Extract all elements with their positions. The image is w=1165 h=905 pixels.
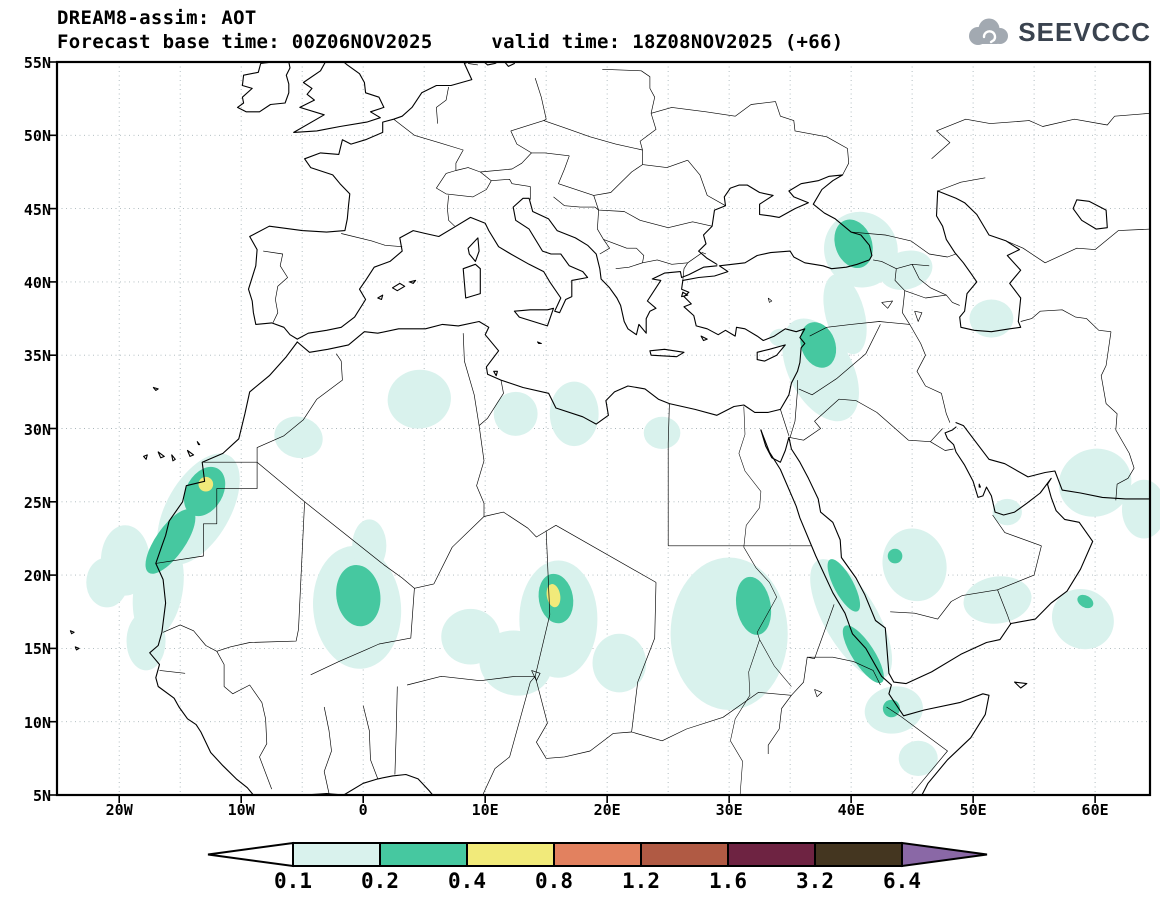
lon-label: 50E [959, 801, 987, 819]
colorbar-segment [727, 842, 816, 867]
gridlines [57, 62, 1150, 795]
colorbar [207, 841, 988, 868]
lat-label: 45N [23, 200, 51, 219]
colorbar-label: 0.8 [535, 869, 573, 893]
lat-label: 25N [23, 493, 51, 512]
colorbar-above-arrow [901, 841, 988, 868]
colorbar-segment [553, 842, 642, 867]
colorbar-segment [379, 842, 468, 867]
aot-shading [86, 211, 1160, 776]
map-frame [55, 60, 1152, 797]
colorbar-label: 1.2 [622, 869, 660, 893]
colorbar-below-arrow [207, 841, 294, 868]
lon-label: 10E [471, 801, 499, 819]
colorbar-segment [814, 842, 903, 867]
colorbar-segment [292, 842, 381, 867]
lat-label: 5N [32, 787, 51, 805]
lon-label: 10W [227, 801, 255, 819]
logo-text: SEEVCCC [1018, 17, 1151, 47]
lat-label: 20N [23, 567, 51, 586]
lon-label: 60E [1081, 801, 1109, 819]
colorbar-label: 0.2 [361, 869, 399, 893]
lat-label: 10N [23, 713, 51, 732]
lat-label: 15N [23, 640, 51, 659]
header: DREAM8-assim: AOT Forecast base time: 00… [57, 6, 844, 54]
lon-label: 40E [837, 801, 865, 819]
colorbar-label: 6.4 [883, 869, 921, 893]
lon-label: 20W [105, 801, 133, 819]
colorbar-segment [466, 842, 555, 867]
axis-ticks [49, 61, 1096, 803]
forecast-map [49, 60, 1160, 803]
lat-label: 50N [23, 127, 51, 146]
colorbar-segment [640, 842, 729, 867]
cloud-icon [969, 18, 1009, 45]
lat-label: 35N [23, 347, 51, 366]
colorbar-label: 1.6 [709, 869, 747, 893]
lon-label: 20E [593, 801, 621, 819]
colorbar-label: 0.1 [274, 869, 312, 893]
map-title: DREAM8-assim: AOT [57, 7, 257, 29]
colorbar-label: 0.4 [448, 869, 486, 893]
coastlines-and-borders [69, 61, 1151, 796]
lon-label: 30E [715, 801, 743, 819]
lon-label: 0 [358, 801, 368, 819]
colorbar-label: 3.2 [796, 869, 834, 893]
lat-label: 40N [23, 273, 51, 292]
lat-label: 55N [23, 54, 51, 72]
lat-label: 30N [23, 420, 51, 439]
seevccc-logo: SEEVCCC [963, 16, 1151, 49]
map-subtitle: Forecast base time: 00Z06NOV2025 valid t… [57, 31, 844, 53]
